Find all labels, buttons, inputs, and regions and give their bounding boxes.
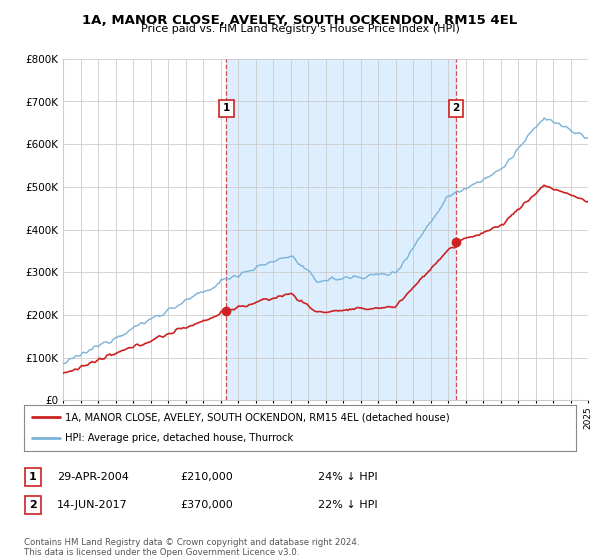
Text: £210,000: £210,000: [180, 472, 233, 482]
Text: 29-APR-2004: 29-APR-2004: [57, 472, 129, 482]
Text: 1: 1: [29, 472, 37, 482]
Text: Contains HM Land Registry data © Crown copyright and database right 2024.
This d: Contains HM Land Registry data © Crown c…: [24, 538, 359, 557]
Text: 22% ↓ HPI: 22% ↓ HPI: [318, 500, 377, 510]
Text: 1: 1: [223, 104, 230, 113]
Text: 1A, MANOR CLOSE, AVELEY, SOUTH OCKENDON, RM15 4EL (detached house): 1A, MANOR CLOSE, AVELEY, SOUTH OCKENDON,…: [65, 412, 450, 422]
Text: 1A, MANOR CLOSE, AVELEY, SOUTH OCKENDON, RM15 4EL: 1A, MANOR CLOSE, AVELEY, SOUTH OCKENDON,…: [82, 14, 518, 27]
Text: 2: 2: [29, 500, 37, 510]
Text: 14-JUN-2017: 14-JUN-2017: [57, 500, 128, 510]
Bar: [63, 59, 226, 400]
Text: HPI: Average price, detached house, Thurrock: HPI: Average price, detached house, Thur…: [65, 433, 293, 444]
Bar: [226, 59, 456, 400]
Text: £370,000: £370,000: [180, 500, 233, 510]
Bar: [456, 59, 588, 400]
Text: Price paid vs. HM Land Registry's House Price Index (HPI): Price paid vs. HM Land Registry's House …: [140, 24, 460, 34]
Text: 24% ↓ HPI: 24% ↓ HPI: [318, 472, 377, 482]
Text: 2: 2: [452, 104, 460, 113]
